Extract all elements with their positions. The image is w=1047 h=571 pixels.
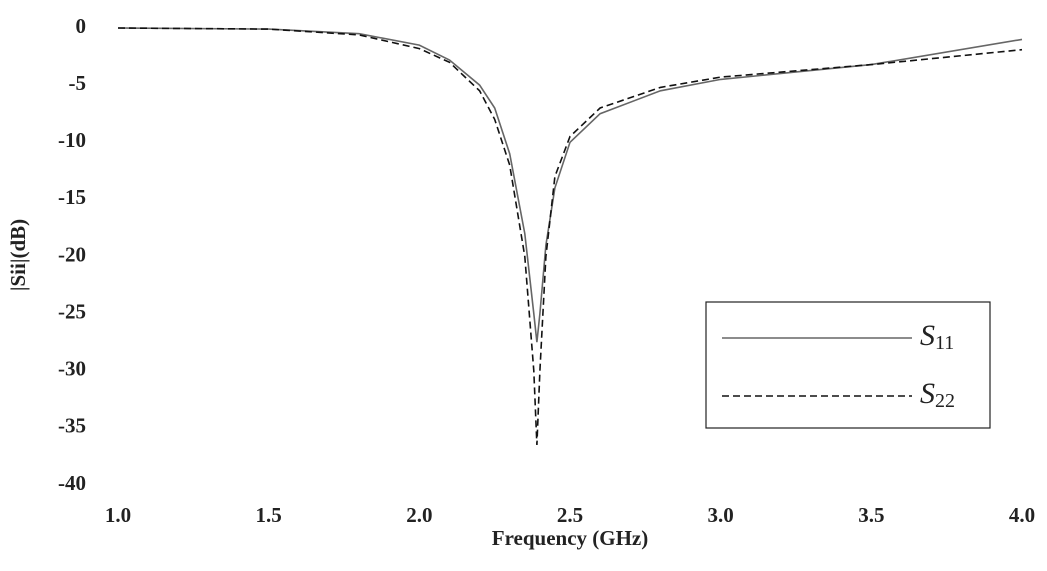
x-tick-label: 1.0 <box>105 503 131 527</box>
y-tick-label: -5 <box>69 71 87 95</box>
series-line <box>117 27 1023 446</box>
legend-box <box>705 301 991 429</box>
x-tick-label: 3.5 <box>858 503 884 527</box>
legend-label: S11 <box>920 319 954 354</box>
legend-label: S22 <box>920 377 955 412</box>
x-tick-label: 4.0 <box>1009 503 1035 527</box>
y-tick-label: -15 <box>58 185 86 209</box>
y-axis-title: |Sii|(dB) <box>6 219 30 291</box>
y-tick-label: -25 <box>58 299 86 323</box>
x-axis-title: Frequency (GHz) <box>492 526 649 550</box>
y-tick-label: 0 <box>76 14 87 38</box>
x-tick-label: 1.5 <box>256 503 282 527</box>
y-tick-label: -30 <box>58 357 86 381</box>
y-tick-label: -35 <box>58 414 86 438</box>
x-tick-label: 3.0 <box>708 503 734 527</box>
x-tick-label: 2.0 <box>406 503 432 527</box>
y-tick-label: -10 <box>58 128 86 152</box>
series-line <box>117 27 1023 343</box>
y-tick-label: -20 <box>58 242 86 266</box>
x-tick-label: 2.5 <box>557 503 583 527</box>
y-tick-label: -40 <box>58 471 86 495</box>
